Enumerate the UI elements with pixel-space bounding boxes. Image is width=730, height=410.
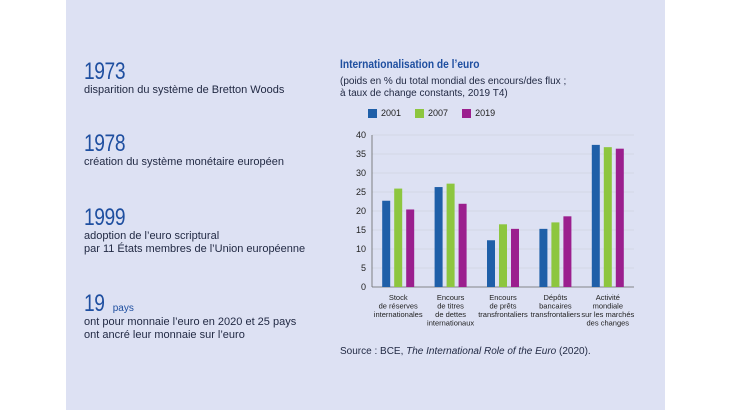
source-prefix: Source : BCE, — [340, 346, 407, 357]
y-tick-label: 25 — [356, 187, 366, 197]
legend-swatch — [415, 108, 425, 118]
x-tick-label: Encours de titres de dettes internationaux — [427, 293, 474, 328]
bar-2019 — [458, 203, 467, 287]
bar-2007 — [551, 222, 560, 287]
bar-2001 — [382, 200, 391, 287]
fact-year: 1973 — [84, 58, 126, 85]
bar-2019 — [406, 209, 415, 287]
bar-2007 — [446, 183, 455, 287]
bar-2001 — [434, 187, 443, 287]
y-tick-label: 35 — [356, 149, 366, 159]
x-tick-label: Activité mondiale sur les marchés des chang… — [581, 293, 634, 328]
source-title: The International Role of the Euro — [406, 346, 557, 357]
chart-title: Internationalisation de l’euro — [340, 57, 480, 71]
bar-2007 — [394, 188, 403, 287]
fact-1973: 1973 disparition du système de Bretton W… — [84, 60, 284, 97]
bar-2019 — [563, 216, 572, 287]
y-tick-label: 40 — [356, 130, 366, 140]
x-tick-label: Encours de prêts transfrontaliers — [478, 293, 528, 319]
legend-item-2007: 2007 — [415, 108, 448, 118]
bar-2001 — [591, 144, 600, 287]
y-tick-label: 0 — [361, 282, 366, 292]
y-tick-label: 5 — [361, 263, 366, 273]
bar-chart: 0 5 10 15 20 25 30 35 40 Stock de réserves internat… — [356, 130, 635, 328]
legend-item-2019: 2019 — [462, 108, 495, 118]
y-tick-label: 15 — [356, 225, 366, 235]
y-tick-label: 30 — [356, 168, 366, 178]
legend-label: 2001 — [381, 108, 402, 118]
fact-unit: pays — [112, 303, 134, 314]
fact-19-pays: 19 pays ont pour monnaie l’euro en 2020 e… — [84, 292, 296, 342]
bar-2007 — [499, 224, 507, 287]
fact-year: 1999 — [84, 204, 126, 231]
legend-label: 2007 — [428, 108, 449, 118]
bar-2001 — [487, 240, 495, 287]
bar-2007 — [603, 147, 612, 287]
fact-description: ont pour monnaie l’euro en 2020 et 25 pa… — [84, 316, 297, 341]
source-suffix: (2020). — [556, 346, 591, 357]
fact-1999: 1999 adoption de l’euro scriptural par 1… — [84, 206, 305, 256]
legend-label: 2019 — [475, 108, 496, 118]
x-tick-label: Dépôts bancaires transfrontaliers — [531, 293, 581, 319]
legend-swatch — [462, 108, 472, 118]
y-tick-label: 20 — [356, 206, 366, 216]
bar-2019 — [615, 148, 624, 287]
fact-description: disparition du système de Bretton Woods — [84, 84, 285, 96]
chart-source: Source : BCE, The International Role of … — [340, 346, 591, 357]
background-panel — [66, 0, 665, 410]
fact-year: 1978 — [84, 130, 126, 157]
chart-legend: 2001 2007 2019 — [368, 108, 495, 118]
chart-subtitle: (poids en % du total mondial des encours… — [340, 76, 567, 99]
fact-1978: 1978 création du système monétaire europ… — [84, 132, 284, 169]
fact-description: création du système monétaire européen — [84, 156, 284, 168]
x-tick-label: Stock de réserves internationales — [374, 293, 423, 319]
y-tick-label: 10 — [356, 244, 366, 254]
legend-item-2001: 2001 — [368, 108, 401, 118]
legend-swatch — [368, 108, 377, 118]
bar-2019 — [511, 228, 519, 287]
fact-number: 19 — [84, 290, 105, 317]
fact-description: adoption de l’euro scriptural par 11 Éta… — [84, 230, 306, 255]
bar-2001 — [539, 228, 548, 287]
